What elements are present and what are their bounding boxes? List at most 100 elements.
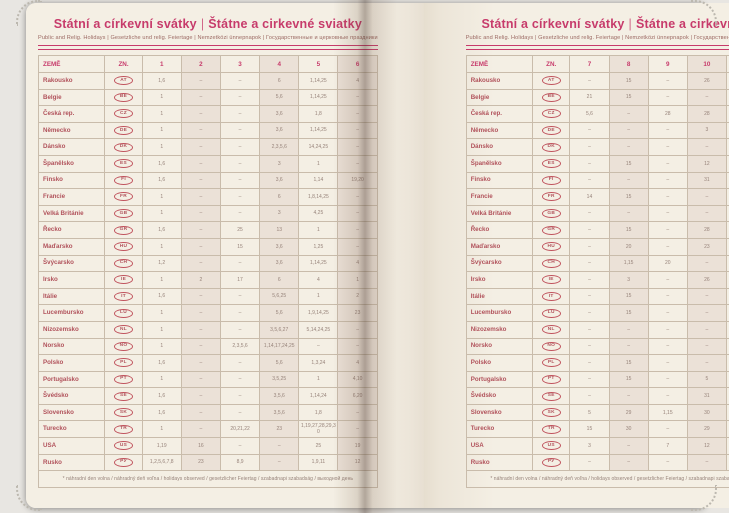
country-code-badge: SK	[541, 408, 561, 418]
holiday-days-cell: 3	[259, 204, 300, 223]
holiday-days-cell: 15	[608, 154, 649, 173]
holiday-days-cell: 1,14,25	[298, 72, 339, 90]
country-code-badge: FR	[114, 192, 134, 202]
holiday-days-cell: 12	[686, 154, 728, 173]
holiday-days-cell: –	[337, 237, 378, 256]
holiday-days-cell: 15	[608, 221, 649, 239]
country-code-cell: SK	[104, 403, 143, 422]
holiday-days-cell: 1	[298, 287, 339, 306]
table-row: Francie FR 1– –6 1,8,14,25–	[37, 188, 378, 206]
country-name: Nizozemsko	[465, 320, 534, 339]
holiday-days-cell: 1,6	[141, 354, 182, 372]
title-separator: |	[628, 17, 632, 31]
country-code-cell: PT	[532, 370, 571, 389]
holiday-days-cell: 15	[608, 188, 649, 206]
holiday-days-cell: –	[219, 154, 261, 173]
holiday-days-cell: 16	[180, 437, 221, 455]
country-name: Finsko	[465, 171, 534, 190]
holiday-days-cell: –	[608, 204, 649, 223]
country-name: Norsko	[465, 337, 534, 356]
country-name: Francie	[465, 188, 534, 206]
country-name: Lucembursko	[37, 304, 106, 322]
table-row: Irsko IE 1 2 17 6 4 1	[37, 271, 378, 289]
holiday-days-cell: 1,19,27,28,29,30	[298, 420, 339, 439]
holiday-days-cell: 15	[608, 304, 649, 322]
holiday-days-cell: 30	[686, 403, 728, 422]
holiday-days-cell: –	[180, 387, 221, 405]
holiday-days-cell: 6	[259, 72, 300, 90]
holiday-days-cell: –	[219, 387, 261, 405]
holiday-days-cell: 1,14,25	[298, 88, 339, 107]
column-header-month: 5	[298, 55, 339, 73]
holiday-days-cell: –	[569, 304, 610, 322]
holiday-days-cell: –	[569, 237, 610, 256]
holiday-days-cell: 23	[686, 237, 728, 256]
table-row: Německo DE 1– –3,6 1,14,25–	[37, 121, 378, 140]
column-header-code: ZN.	[104, 55, 143, 73]
table-row: Belgie BE 1– –5,6 1,14,25–	[37, 88, 378, 107]
country-code-cell: NO	[104, 337, 143, 356]
holiday-days-cell: 1,2,5,6,7,8	[141, 453, 182, 472]
country-code-cell: DE	[104, 121, 143, 140]
country-name: Rusko	[37, 453, 106, 472]
holiday-days-cell: –	[219, 254, 261, 273]
holiday-days-cell: 31	[686, 387, 728, 405]
holiday-days-cell: –	[337, 105, 378, 123]
holiday-days-cell: –	[180, 154, 221, 173]
country-code-badge: FI	[114, 175, 134, 185]
country-code-badge: GB	[541, 209, 561, 219]
holiday-days-cell: –	[647, 453, 688, 472]
holiday-days-cell: 23	[180, 453, 221, 472]
holiday-days-cell: 1	[298, 221, 339, 239]
holiday-days-cell: 28	[686, 221, 728, 239]
holiday-days-cell: 1	[141, 237, 182, 256]
holiday-days-cell: –	[608, 171, 649, 190]
holiday-days-cell: 14	[569, 188, 610, 206]
table-row: Dánsko DK 1– –2,3,5,6 14,24,25–	[37, 138, 378, 156]
holiday-days-cell: 3	[686, 121, 728, 140]
holiday-days-cell: –	[647, 337, 688, 356]
country-name: Nizozemsko	[37, 320, 106, 339]
country-name: Slovensko	[37, 403, 106, 422]
accent-rule	[465, 45, 729, 50]
country-code-badge: PL	[114, 358, 134, 368]
country-code-cell: PL	[104, 354, 143, 372]
country-name: Irsko	[465, 271, 534, 289]
holiday-days-cell: –	[608, 320, 649, 339]
holiday-days-cell: 5,6	[259, 354, 300, 372]
country-code-cell: РУ	[532, 453, 571, 472]
footnote-row: * náhradní den volna / náhradný deň voľn…	[465, 470, 729, 488]
holiday-days-cell: –	[337, 320, 378, 339]
table-row: Česká rep. CZ 1– –3,6 1,8–	[37, 105, 378, 123]
holiday-days-cell: –	[180, 88, 221, 107]
country-code-cell: FI	[104, 171, 143, 190]
country-code-cell: HU	[532, 237, 571, 256]
holiday-days-cell: –	[180, 354, 221, 372]
country-code-cell: NO	[532, 337, 571, 356]
holiday-days-cell: –	[259, 453, 300, 472]
country-code-cell: GR	[104, 221, 143, 239]
page-title-slovak: Štátne a cirkevné sviatky	[635, 17, 729, 31]
table-row: Polsko PL 1,6– –5,6 1,3,24 4	[37, 354, 378, 372]
table-row: Turecko TR 1–20,21,22 23 1,19,27,28,29,30–	[37, 420, 378, 439]
country-code-badge: FR	[541, 192, 561, 202]
holiday-days-cell: 23	[259, 420, 300, 439]
holiday-days-cell: –	[647, 171, 688, 190]
holiday-days-cell: 1,8,14,25	[298, 188, 339, 206]
country-name: Irsko	[37, 271, 106, 289]
country-code-badge: IT	[541, 292, 561, 301]
country-code-cell: BE	[532, 88, 571, 107]
holiday-days-cell: –	[569, 254, 610, 273]
holiday-days-cell: 5,6	[569, 105, 610, 123]
holiday-days-cell: 26	[686, 271, 728, 289]
holiday-days-cell: –	[180, 188, 221, 206]
table-row: Norsko NO 1–2,3,5,6 1,14,17,24,25– –	[37, 337, 378, 356]
holiday-days-cell: –	[569, 171, 610, 190]
